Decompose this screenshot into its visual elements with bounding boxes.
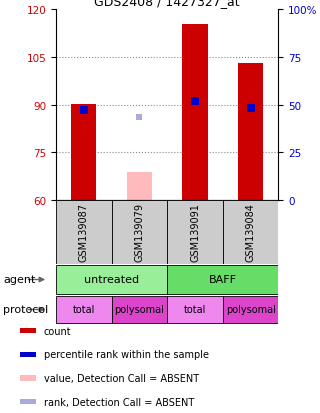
Bar (223, 297, 278, 323)
Bar (20, 399, 36, 404)
Point (192, 99, 197, 105)
Point (248, 106, 253, 112)
Bar (127, 173, 152, 200)
Bar (182, 25, 207, 200)
Bar (112, 200, 167, 264)
Text: rank, Detection Call = ABSENT: rank, Detection Call = ABSENT (44, 397, 194, 407)
Point (81, 108, 86, 114)
Text: agent: agent (3, 275, 36, 285)
Bar (56, 200, 112, 264)
Text: value, Detection Call = ABSENT: value, Detection Call = ABSENT (44, 373, 199, 383)
Text: GSM139084: GSM139084 (246, 203, 256, 262)
Bar (167, 266, 278, 294)
Text: BAFF: BAFF (209, 275, 237, 285)
Bar (56, 297, 112, 323)
Text: untreated: untreated (84, 275, 139, 285)
Point (137, 115, 142, 121)
Text: polysomal: polysomal (226, 305, 276, 315)
Bar (167, 297, 223, 323)
Bar (71, 104, 96, 200)
Bar (167, 200, 223, 264)
Title: GDS2408 / 1427327_at: GDS2408 / 1427327_at (94, 0, 240, 8)
Text: protocol: protocol (3, 305, 48, 315)
Bar (56, 266, 167, 294)
Text: GSM139087: GSM139087 (79, 203, 89, 262)
Text: count: count (44, 326, 71, 336)
Bar (223, 200, 278, 264)
Text: polysomal: polysomal (115, 305, 164, 315)
Bar (238, 64, 263, 200)
Text: GSM139079: GSM139079 (134, 203, 144, 262)
Text: total: total (184, 305, 206, 315)
Bar (20, 375, 36, 381)
Text: GSM139091: GSM139091 (190, 203, 200, 262)
Text: percentile rank within the sample: percentile rank within the sample (44, 349, 209, 359)
Bar (20, 328, 36, 333)
Bar (112, 297, 167, 323)
Text: total: total (73, 305, 95, 315)
Bar (20, 352, 36, 357)
